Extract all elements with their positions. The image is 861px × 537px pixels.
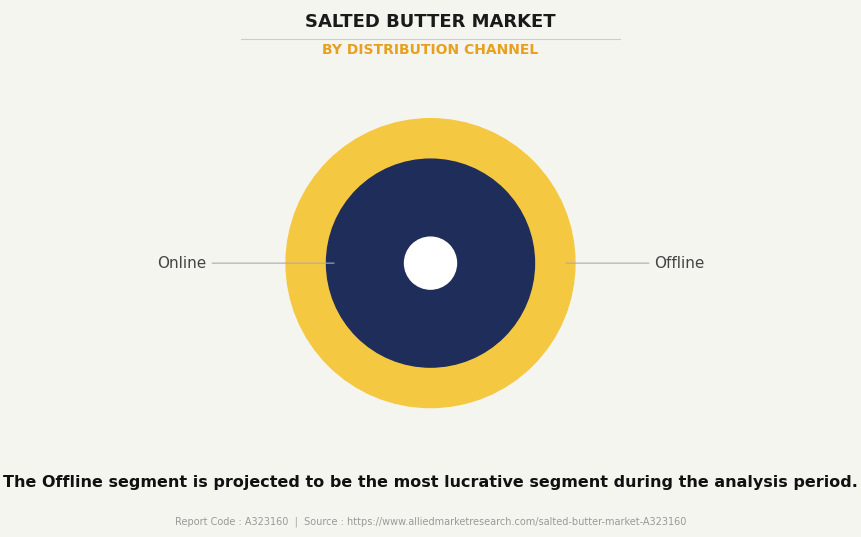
Circle shape	[405, 237, 456, 289]
Text: The Offline segment is projected to be the most lucrative segment during the ana: The Offline segment is projected to be t…	[3, 475, 858, 490]
Text: Report Code : A323160  |  Source : https://www.alliedmarketresearch.com/salted-b: Report Code : A323160 | Source : https:/…	[175, 517, 686, 527]
Text: Offline: Offline	[567, 256, 705, 271]
Text: SALTED BUTTER MARKET: SALTED BUTTER MARKET	[305, 13, 556, 32]
Circle shape	[326, 159, 535, 367]
Text: Online: Online	[158, 256, 334, 271]
Circle shape	[286, 119, 575, 408]
Text: BY DISTRIBUTION CHANNEL: BY DISTRIBUTION CHANNEL	[322, 43, 539, 57]
